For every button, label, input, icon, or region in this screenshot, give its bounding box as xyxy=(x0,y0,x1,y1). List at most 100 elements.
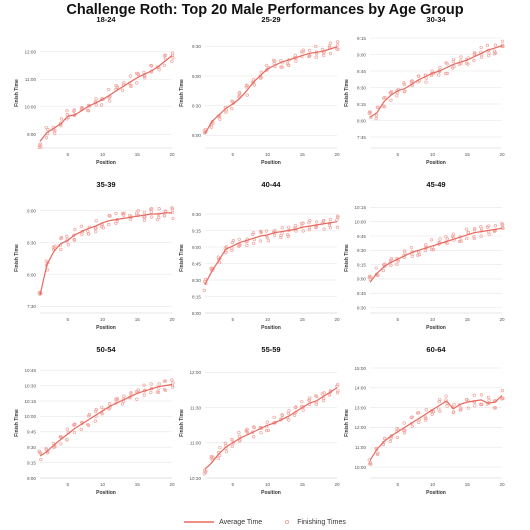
legend-label-finishing: Finishing Times xyxy=(297,518,346,526)
finish-dot xyxy=(438,397,442,402)
finish-dot xyxy=(245,427,249,431)
y-tick-label: 8:45 xyxy=(357,69,366,74)
finish-dot xyxy=(416,411,421,415)
finish-dot xyxy=(279,235,283,240)
finish-dot xyxy=(479,393,484,397)
finish-dot xyxy=(99,103,104,107)
x-axis-label: Position xyxy=(261,325,281,331)
finish-dot xyxy=(395,435,399,440)
finish-dot xyxy=(251,231,256,235)
finish-dot xyxy=(410,424,414,428)
finish-dot xyxy=(423,249,428,253)
finish-dot xyxy=(438,65,442,70)
finish-dot xyxy=(136,72,140,77)
finish-dot xyxy=(209,125,214,129)
finish-dot xyxy=(150,215,154,219)
x-tick-label: 20 xyxy=(169,482,175,487)
x-tick-label: 20 xyxy=(334,317,340,322)
x-tick-label: 5 xyxy=(67,317,70,322)
finish-dot xyxy=(108,99,112,103)
y-tick-label: 8:15 xyxy=(357,102,366,107)
y-tick-label: 8:45 xyxy=(357,291,366,296)
finish-dot xyxy=(99,225,104,229)
y-tick-label: 8:30 xyxy=(192,103,201,108)
finish-dot xyxy=(328,217,333,222)
finish-dot xyxy=(487,232,491,237)
finish-dot xyxy=(431,409,436,414)
panel-45-49: 45-49 8:30 8:45 9:00 9:15 9:30 9:45 10:00 10:15 5… xyxy=(344,180,505,331)
finish-dot xyxy=(445,241,449,246)
average-line xyxy=(369,227,503,283)
y-tick-label: 9:00 xyxy=(192,74,201,79)
y-tick-label: 10:30 xyxy=(190,476,202,481)
finish-dot xyxy=(252,241,256,246)
average-line xyxy=(39,55,173,142)
finish-dot xyxy=(336,214,340,218)
panel-40-44: 40-44 8:00 8:15 8:30 8:45 9:00 9:15 9:30 5 10 15 20… xyxy=(179,180,340,331)
legend-item-finishing: Finishing Times xyxy=(282,519,346,526)
x-tick-label: 15 xyxy=(135,482,141,487)
finish-dot xyxy=(72,233,76,238)
finish-dot xyxy=(264,428,269,433)
finish-dot xyxy=(129,391,133,396)
panel-title: 30-34 xyxy=(426,15,446,24)
y-tick-label: 8:30 xyxy=(357,85,366,90)
finish-dot xyxy=(143,76,147,80)
finish-dot xyxy=(409,245,413,250)
finish-dot xyxy=(410,79,414,83)
finish-dot xyxy=(389,257,394,261)
finish-dot xyxy=(79,224,83,228)
x-tick-label: 5 xyxy=(67,152,70,157)
y-tick-label: 11:30 xyxy=(190,405,202,410)
finish-dot xyxy=(485,225,490,229)
finish-dot xyxy=(66,243,71,247)
finish-dot xyxy=(403,428,407,432)
finish-dot xyxy=(252,435,256,439)
finish-dot xyxy=(128,74,133,78)
finish-dot xyxy=(314,402,318,407)
finish-dot xyxy=(272,61,276,66)
x-tick-label: 10 xyxy=(430,482,436,487)
finish-dot xyxy=(336,382,340,387)
finish-dot xyxy=(122,211,126,216)
finish-dot xyxy=(238,243,242,247)
x-tick-label: 20 xyxy=(499,317,505,322)
panel-60-64: 60-64 10:00 11:00 12:00 13:00 14:00 15:00 5 10 15… xyxy=(344,345,505,496)
finish-dot xyxy=(94,230,98,234)
finish-dot xyxy=(368,110,373,115)
y-tick-label: 11:00 xyxy=(355,445,367,450)
x-axis-label: Position xyxy=(261,490,281,496)
finish-dot xyxy=(245,243,249,248)
finish-dot xyxy=(452,410,456,414)
y-tick-label: 8:30 xyxy=(192,278,201,283)
finish-dot xyxy=(492,52,497,56)
finish-dot xyxy=(218,117,222,121)
finish-dot xyxy=(459,55,463,59)
finish-dot xyxy=(218,453,222,458)
y-tick-label: 9:00 xyxy=(27,476,36,481)
finish-dot xyxy=(438,409,442,414)
finish-dot xyxy=(230,444,234,449)
finish-dot xyxy=(307,48,312,53)
finish-dot xyxy=(86,229,90,233)
finish-dot xyxy=(120,402,125,406)
finish-dot xyxy=(335,384,339,388)
finish-dot xyxy=(46,128,50,132)
finish-dot xyxy=(65,234,69,238)
panel-55-59: 55-59 10:30 11:00 11:30 12:00 5 10 15 20 Position… xyxy=(179,345,340,496)
finish-dot xyxy=(320,392,325,396)
finish-dot xyxy=(258,239,263,243)
finish-dot xyxy=(216,456,220,461)
finish-dot xyxy=(86,109,91,113)
finish-dot xyxy=(122,80,126,85)
finish-dot xyxy=(403,89,407,93)
finish-dot xyxy=(94,407,98,412)
finish-dot xyxy=(73,227,77,232)
y-tick-label: 10:45 xyxy=(25,368,37,373)
finish-dot xyxy=(374,266,378,270)
finish-dot xyxy=(266,239,271,243)
x-tick-label: 10 xyxy=(265,482,271,487)
finish-dot xyxy=(223,441,227,445)
y-tick-label: 9:45 xyxy=(357,234,366,239)
